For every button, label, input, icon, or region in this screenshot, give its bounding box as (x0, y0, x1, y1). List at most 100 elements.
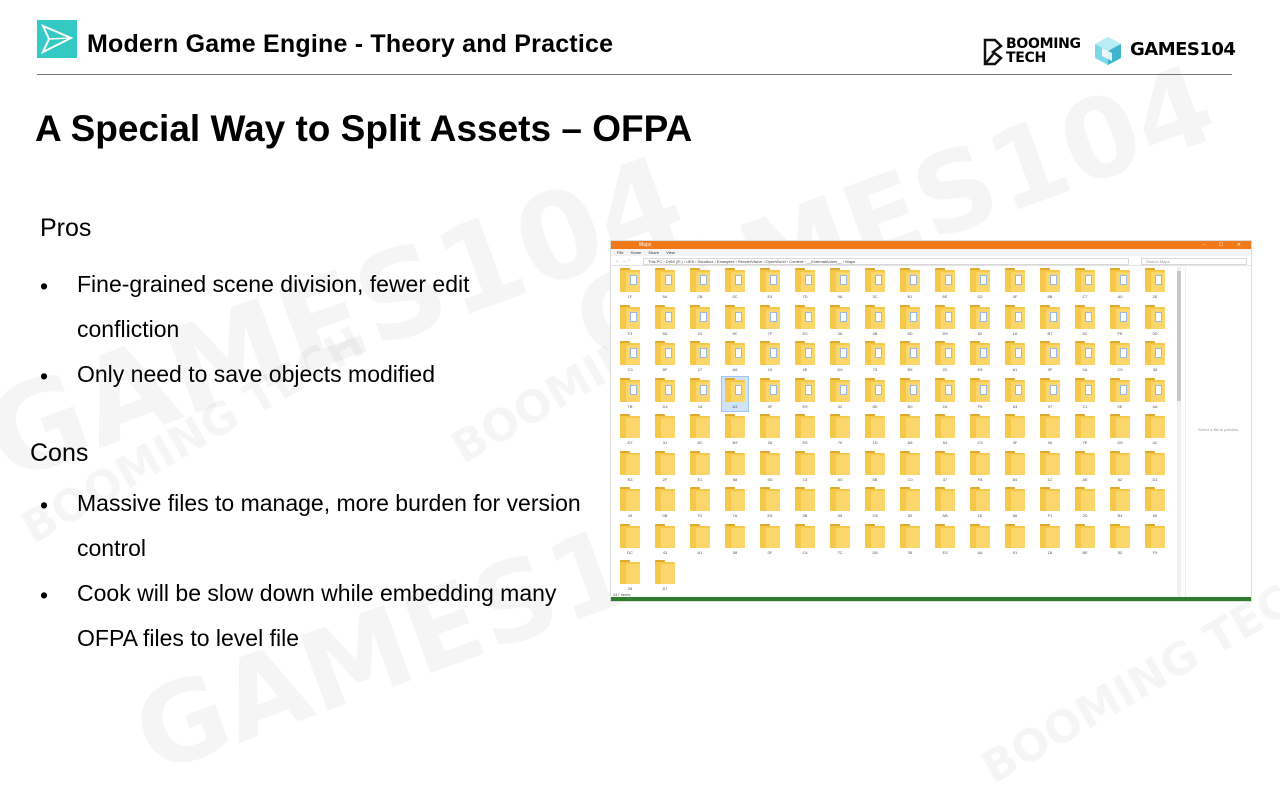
folder-item[interactable]: 2E (1142, 267, 1168, 301)
folder-item[interactable]: 3B (792, 486, 818, 520)
folder-item[interactable]: C4 (792, 523, 818, 557)
folder-item[interactable]: 6D (897, 304, 923, 338)
folder-item[interactable]: BE (1072, 523, 1098, 557)
folder-item[interactable]: E1 (687, 450, 713, 484)
folder-item[interactable]: 2D (1072, 486, 1098, 520)
folder-item[interactable]: FE (1107, 304, 1133, 338)
folder-item[interactable]: 6A (967, 523, 993, 557)
folder-item[interactable]: 1F (617, 267, 643, 301)
folder-item[interactable]: D1 (1142, 450, 1168, 484)
folder-item[interactable]: A8 (897, 413, 923, 447)
folder-item[interactable]: C3 (617, 340, 643, 374)
folder-item[interactable]: C8 (862, 486, 888, 520)
folder-item[interactable]: 69 (1142, 486, 1168, 520)
folder-item[interactable]: 37 (932, 450, 958, 484)
folder-item[interactable]: AE (1072, 450, 1098, 484)
folder-item[interactable]: 13 (792, 450, 818, 484)
folder-item[interactable]: 7A (722, 486, 748, 520)
folder-item[interactable]: 8D (862, 377, 888, 411)
folder-item[interactable]: 42 (827, 377, 853, 411)
folder-item[interactable]: B7 (1037, 304, 1063, 338)
folder-item[interactable]: 19 (757, 340, 783, 374)
folder-item[interactable]: 4A (1142, 377, 1168, 411)
folder-item[interactable]: 63 (1002, 377, 1028, 411)
folder-item[interactable]: C9 (967, 413, 993, 447)
folder-item[interactable]: 5A (652, 267, 678, 301)
folder-item[interactable]: C0 (897, 450, 923, 484)
folder-item[interactable]: 95 (827, 486, 853, 520)
folder-item[interactable]: 06 (1037, 413, 1063, 447)
folder-item[interactable]: 2B (687, 267, 713, 301)
folder-item[interactable]: 5C (1072, 304, 1098, 338)
folder-item[interactable]: 3A (827, 304, 853, 338)
folder-item[interactable]: D4 (652, 377, 678, 411)
folder-item[interactable]: 73 (862, 340, 888, 374)
folder-item[interactable]: 9A (827, 267, 853, 301)
folder-item[interactable]: 82 (967, 304, 993, 338)
folder-item[interactable]: 28 (617, 559, 643, 593)
folder-item[interactable]: 6E (932, 267, 958, 301)
folder-item[interactable]: 9D (757, 450, 783, 484)
folder-item[interactable]: F8 (967, 450, 993, 484)
folder-item[interactable]: 0A (1072, 340, 1098, 374)
folder-item[interactable]: B5 (897, 340, 923, 374)
folder-item[interactable]: 4B (862, 304, 888, 338)
folder-item[interactable]: 7F (757, 304, 783, 338)
folder-item[interactable]: 1D (862, 413, 888, 447)
folder-item[interactable]: 9F (1037, 340, 1063, 374)
folder-item[interactable]: D7 (617, 413, 643, 447)
folder-item[interactable]: 4F (1002, 267, 1028, 301)
menu-file[interactable]: File (617, 250, 624, 255)
menu-share[interactable]: Share (648, 250, 660, 255)
folder-item[interactable]: 0F (757, 523, 783, 557)
address-path[interactable]: This PC › DISK (E:) › UE5 › Sandbox › Ex… (643, 258, 1129, 265)
folder-item[interactable]: 70 (827, 413, 853, 447)
folder-item[interactable]: E3 (932, 523, 958, 557)
folder-item[interactable]: DC (617, 523, 643, 557)
folder-item[interactable]: 9C (722, 304, 748, 338)
folder-item[interactable]: 68 (722, 450, 748, 484)
folder-item[interactable]: 2C (932, 340, 958, 374)
folder-item[interactable]: 8B (1037, 267, 1063, 301)
folder-item[interactable]: 01 (687, 304, 713, 338)
folder-item[interactable]: 54 (932, 413, 958, 447)
folder-item[interactable]: 61 (1002, 340, 1028, 374)
folder-item[interactable]: F9 (1142, 523, 1168, 557)
folder-item[interactable]: B3 (617, 450, 643, 484)
folder-item[interactable]: E0 (792, 304, 818, 338)
folder-item[interactable]: 2A (932, 377, 958, 411)
folder-item[interactable]: A5 (827, 450, 853, 484)
folder-item[interactable]: F2 (687, 486, 713, 520)
folder-item[interactable]: 4C (1142, 413, 1168, 447)
folder-item[interactable]: A1 (687, 523, 713, 557)
folder-item[interactable]: F3 (617, 304, 643, 338)
folder-item[interactable]: 0E (1107, 377, 1133, 411)
folder-item[interactable]: F6 (967, 377, 993, 411)
folder-item[interactable]: B1 (897, 267, 923, 301)
folder-item[interactable]: 3F (1002, 413, 1028, 447)
vertical-scrollbar[interactable] (1177, 267, 1181, 597)
window-control-buttons[interactable]: – ☐ ✕ (1202, 242, 1247, 248)
folder-item[interactable]: 7C (827, 523, 853, 557)
search-input[interactable]: Search Maps (1141, 258, 1247, 265)
folder-item[interactable]: 1E (967, 486, 993, 520)
folder-item[interactable]: D2 (967, 267, 993, 301)
folder-item[interactable]: B0 (897, 377, 923, 411)
folder-item[interactable]: 1B (1037, 523, 1063, 557)
folder-item[interactable]: 52 (1107, 523, 1133, 557)
folder-item[interactable]: D0 (827, 340, 853, 374)
folder-item[interactable]: A0 (1107, 267, 1133, 301)
folder-item[interactable]: A3 (722, 376, 748, 411)
folder-item[interactable]: E6 (757, 486, 783, 520)
folder-item[interactable]: C1 (1072, 377, 1098, 411)
folder-item[interactable]: 62 (1107, 450, 1133, 484)
folder-item[interactable]: 31 (652, 413, 678, 447)
folder-item[interactable]: 4E (792, 340, 818, 374)
folder-item[interactable]: 58 (722, 523, 748, 557)
folder-item[interactable]: 5B (862, 450, 888, 484)
folder-item[interactable]: E8 (967, 340, 993, 374)
folder-item[interactable]: 7D (792, 267, 818, 301)
folder-item[interactable]: A7 (652, 559, 678, 593)
folder-item[interactable]: 16 (687, 377, 713, 411)
folder-item[interactable]: 91 (1002, 523, 1028, 557)
